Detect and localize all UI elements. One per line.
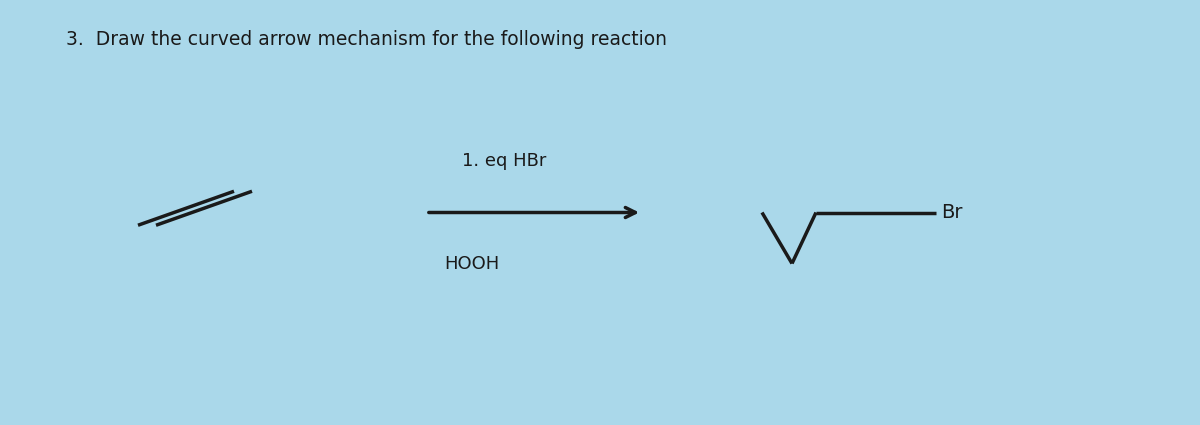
Text: 1. eq HBr: 1. eq HBr	[462, 152, 546, 170]
Text: 3.  Draw the curved arrow mechanism for the following reaction: 3. Draw the curved arrow mechanism for t…	[66, 30, 667, 49]
Text: HOOH: HOOH	[444, 255, 499, 273]
Text: Br: Br	[941, 203, 962, 222]
